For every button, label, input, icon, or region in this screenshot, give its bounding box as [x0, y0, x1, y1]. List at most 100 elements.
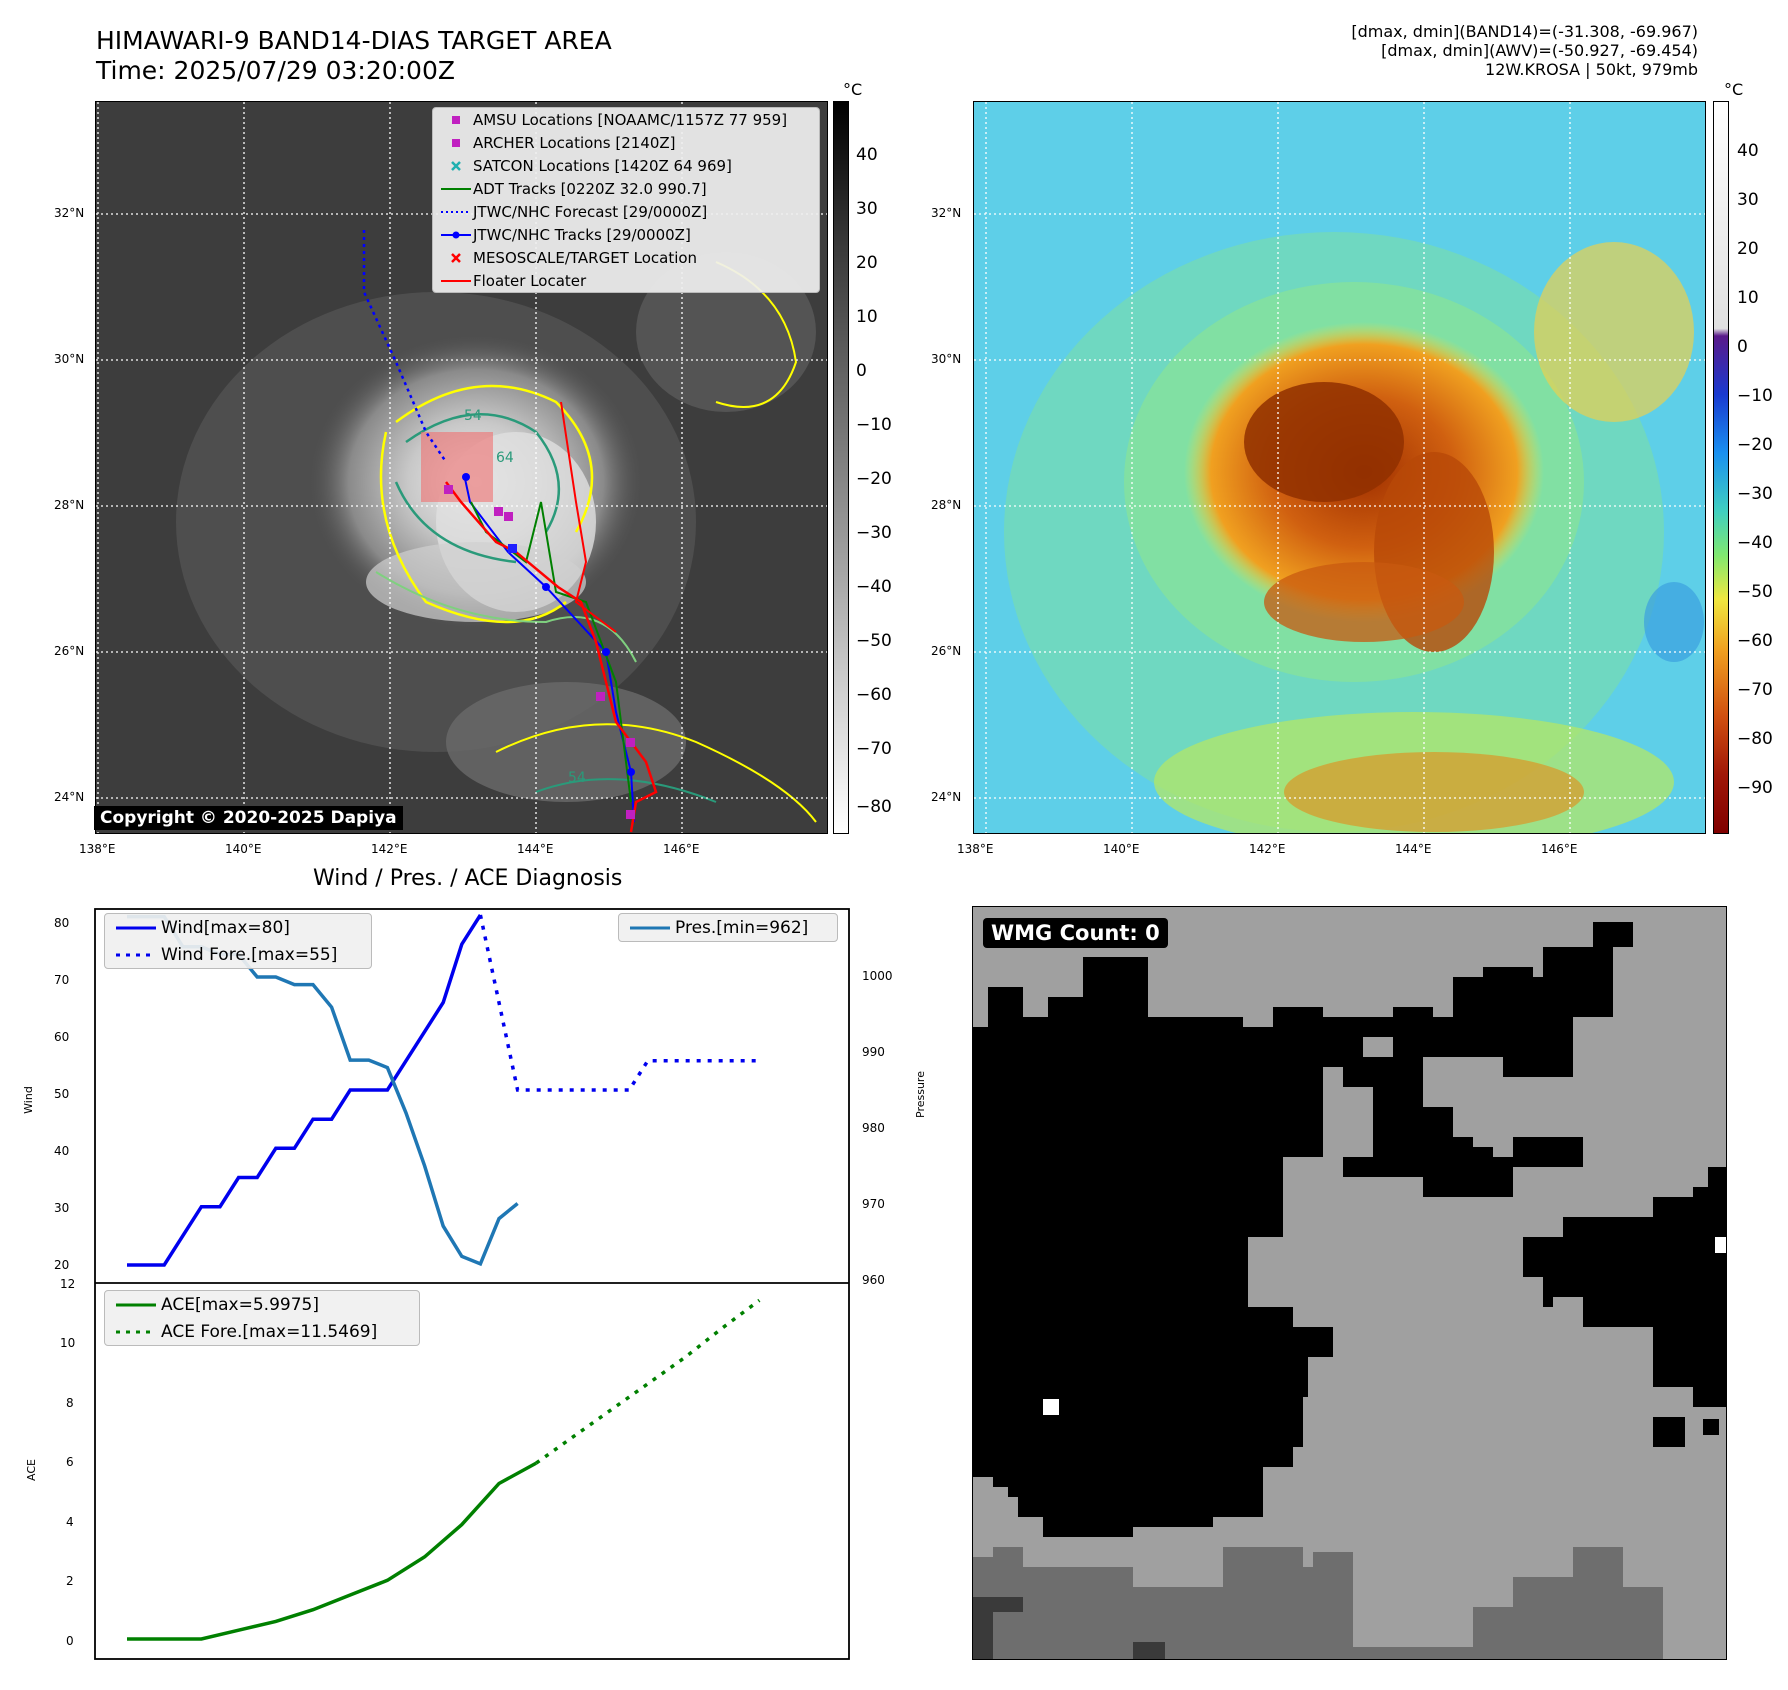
ace-tick: 0: [66, 1634, 74, 1648]
lat-label: 32°N: [54, 206, 85, 220]
lon-label: 144°E: [1395, 842, 1432, 856]
pres-tick: 980: [862, 1121, 885, 1135]
ace-tick: 8: [66, 1396, 74, 1410]
floater-track: [445, 481, 658, 833]
ace-tick: 6: [66, 1455, 74, 1469]
legend-item-satcon: SATCON Locations [1420Z 64 969]: [433, 154, 819, 177]
pres-tick: 990: [862, 1045, 885, 1059]
page-time: Time: 2025/07/29 03:20:00Z: [96, 56, 455, 85]
cb-tick: −10: [1737, 386, 1773, 406]
cb-tick: 40: [856, 145, 878, 165]
diagnosis-title: Wind / Pres. / ACE Diagnosis: [313, 866, 623, 891]
legend-item-floater: Floater Locater: [441, 271, 587, 290]
cb-tick: 10: [1737, 288, 1759, 308]
ace-tick: 10: [60, 1336, 76, 1350]
cb-tick: −90: [1737, 778, 1773, 798]
wind-tick: 80: [54, 916, 70, 930]
ace-series-line: [127, 1461, 538, 1641]
lon-label: 138°E: [79, 842, 116, 856]
lon-label: 142°E: [371, 842, 408, 856]
lon-label: 146°E: [663, 842, 700, 856]
lon-label: 144°E: [517, 842, 554, 856]
floater-track-2: [560, 401, 617, 633]
wind-tick: 70: [54, 973, 70, 987]
color-colorbar: [1713, 101, 1729, 834]
pres-tick: 970: [862, 1197, 885, 1211]
legend-item-adt: ADT Tracks [0220Z 32.0 990.7]: [441, 179, 707, 198]
lat-label: 32°N: [931, 206, 962, 220]
lat-label: 28°N: [54, 498, 85, 512]
contour-label: 54: [568, 770, 586, 786]
legend-item-amsu: AMSU Locations [NOAAMC/1157Z 77 959]: [433, 108, 819, 131]
lat-label: 26°N: [54, 644, 85, 658]
cb-tick: 20: [856, 253, 878, 273]
lat-label: 26°N: [931, 644, 962, 658]
cb-tick: 0: [1737, 337, 1748, 357]
legend-item-ace-fore: ACE Fore.[max=11.5469]: [116, 1321, 378, 1342]
wmg-dark-region-east: [1523, 1167, 1726, 1407]
wmg-count-badge: WMG Count: 0: [983, 918, 1168, 948]
cb-tick: −60: [1737, 631, 1773, 651]
lat-label: 28°N: [931, 498, 962, 512]
wmg-low-region: [973, 1597, 1023, 1659]
wind-tick: 50: [54, 1087, 70, 1101]
pressure-legend: Pres.[min=962]: [618, 913, 838, 942]
colorbar-unit: °C: [843, 80, 863, 99]
cb-tick: −50: [1737, 582, 1773, 602]
wmg-white-pixel: [1715, 1237, 1726, 1253]
cb-tick: −70: [1737, 680, 1773, 700]
wmg-dark-speck: [1653, 1417, 1685, 1447]
cb-tick: −70: [856, 739, 892, 759]
map-legend: AMSU Locations [NOAAMC/1157Z 77 959] ARC…: [432, 107, 820, 293]
pressure-axis-title: Pressure: [914, 1071, 927, 1118]
wmg-dark-speck: [1703, 1419, 1719, 1435]
lon-label: 146°E: [1541, 842, 1578, 856]
cb-tick: 10: [856, 307, 878, 327]
wind-axis-label: Wind: [22, 1086, 35, 1114]
cb-tick: −40: [856, 577, 892, 597]
wind-legend: Wind[max=80] Wind Fore.[max=55]: [104, 913, 372, 969]
cb-tick: −30: [1737, 484, 1773, 504]
cb-tick: −80: [856, 797, 892, 817]
info-block: [dmax, dmin](BAND14)=(-31.308, -69.967) …: [1351, 22, 1698, 79]
wind-tick: 20: [54, 1258, 70, 1272]
cb-tick: 30: [1737, 190, 1759, 210]
pres-tick: 960: [862, 1273, 885, 1287]
diagnosis-chart: Wind ACE: [22, 908, 850, 1660]
legend-item-jtwc-forecast: JTWC/NHC Forecast [29/0000Z]: [441, 202, 708, 221]
info-band14: [dmax, dmin](BAND14)=(-31.308, -69.967): [1351, 22, 1698, 41]
wind-tick: 30: [54, 1201, 70, 1215]
gray-colorbar: [833, 101, 849, 834]
wmg-low-region: [1133, 1642, 1165, 1659]
wmg-image: [973, 922, 1726, 1659]
legend-item-pressure: Pres.[min=962]: [630, 917, 809, 938]
info-storm: 12W.KROSA | 50kt, 979mb: [1485, 60, 1698, 79]
wind-tick: 40: [54, 1144, 70, 1158]
target-area-box: [421, 432, 493, 502]
diagnosis-frame: [94, 908, 850, 1660]
map-gridlines: [974, 102, 1705, 833]
color-map-panel: [973, 101, 1706, 834]
wmg-white-pixel: [1043, 1399, 1059, 1415]
lat-label: 30°N: [54, 352, 85, 366]
wmg-panel: [972, 906, 1727, 1660]
copyright-label: Copyright © 2020-2025 Dapiya: [94, 806, 403, 830]
cb-tick: 20: [1737, 239, 1759, 259]
lon-label: 138°E: [957, 842, 994, 856]
color-map-image: [974, 102, 1705, 833]
legend-item-wind: Wind[max=80]: [116, 917, 290, 938]
lat-label: 24°N: [54, 790, 85, 804]
legend-item-jtwc-tracks: JTWC/NHC Tracks [29/0000Z]: [433, 223, 819, 246]
cb-tick: −60: [856, 685, 892, 705]
legend-item-target: MESOSCALE/TARGET Location: [433, 246, 819, 269]
cb-tick: −30: [856, 523, 892, 543]
cb-tick: −80: [1737, 729, 1773, 749]
ace-tick: 4: [66, 1515, 74, 1529]
ace-tick: 12: [60, 1277, 76, 1291]
ace-legend: ACE[max=5.9975] ACE Fore.[max=11.5469]: [104, 1290, 420, 1346]
ace-forecast-series-line: [535, 1298, 761, 1465]
legend-item-ace: ACE[max=5.9975]: [116, 1294, 319, 1315]
wmg-dark-region: [973, 922, 1633, 1537]
lon-label: 142°E: [1249, 842, 1286, 856]
cb-tick: −40: [1737, 533, 1773, 553]
